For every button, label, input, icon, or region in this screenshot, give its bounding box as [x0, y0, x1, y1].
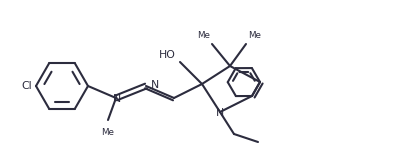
Text: N: N: [113, 94, 121, 104]
Text: Me: Me: [197, 31, 210, 40]
Text: Me: Me: [102, 128, 115, 137]
Text: Me: Me: [248, 31, 261, 40]
Text: HO: HO: [159, 50, 176, 60]
Text: Cl: Cl: [22, 81, 32, 91]
Text: N: N: [151, 80, 159, 90]
Text: N: N: [216, 108, 224, 118]
